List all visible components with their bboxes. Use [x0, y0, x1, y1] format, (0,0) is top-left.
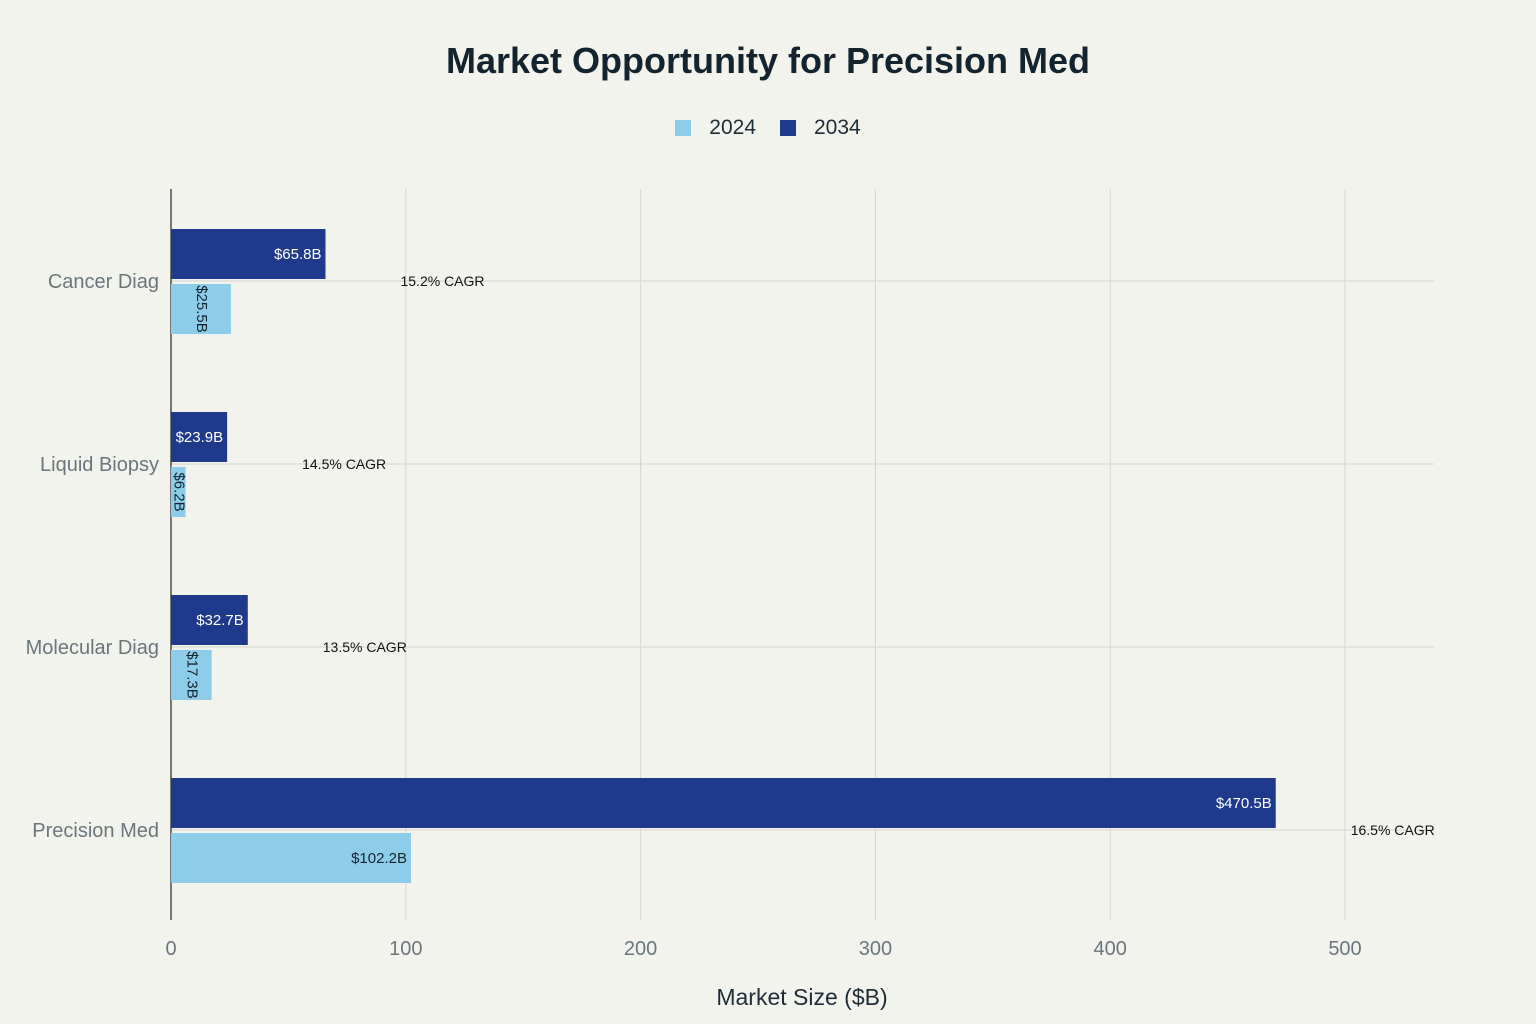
category-label: Cancer Diag	[48, 271, 159, 293]
bar-2034[interactable]	[171, 778, 1276, 828]
bar-2024[interactable]	[171, 467, 186, 517]
bar-label-2024: $17.3B	[183, 651, 200, 699]
bar-label-2034: $23.9B	[176, 429, 224, 446]
bar-label-2024: $25.5B	[193, 285, 210, 333]
bar-2034[interactable]	[171, 412, 228, 462]
bar-label-2034: $32.7B	[196, 612, 244, 629]
cagr-annotation: 14.5% CAGR	[302, 456, 386, 472]
chart-title: Market Opportunity for Precision Med	[445, 40, 1091, 81]
bar-2024[interactable]	[171, 284, 231, 334]
legend-swatch-2034	[780, 120, 796, 136]
x-tick-label: 300	[859, 938, 892, 960]
cagr-annotation: 13.5% CAGR	[323, 639, 407, 655]
category-label: Molecular Diag	[26, 637, 159, 659]
x-tick-label: 400	[1094, 938, 1127, 960]
cagr-annotation: 16.5% CAGR	[1351, 822, 1435, 838]
bar-2034[interactable]	[171, 229, 326, 279]
bar-label-2034: $470.5B	[1216, 795, 1272, 812]
x-axis-label: Market Size ($B)	[716, 984, 888, 1010]
legend-label-2024: 2024	[709, 116, 756, 139]
bar-label-2034: $65.8B	[274, 246, 322, 263]
x-tick-label: 500	[1328, 938, 1361, 960]
legend-item-2034[interactable]: 2034	[780, 116, 861, 140]
legend: 2024 2034	[0, 116, 1536, 140]
bar-label-2024: $6.2B	[170, 472, 187, 511]
x-tick-label: 100	[389, 938, 422, 960]
legend-item-2024[interactable]: 2024	[675, 116, 756, 140]
bar-2034[interactable]	[171, 595, 248, 645]
bar-2024[interactable]	[171, 833, 411, 883]
cagr-annotation: 15.2% CAGR	[400, 273, 484, 289]
bar-label-2024: $102.2B	[351, 850, 407, 867]
x-tick-label: 200	[624, 938, 657, 960]
category-label: Precision Med	[32, 820, 159, 842]
category-label: Liquid Biopsy	[40, 454, 159, 476]
x-tick-label: 0	[165, 938, 176, 960]
bar-2024[interactable]	[171, 650, 212, 700]
legend-swatch-2024	[675, 120, 692, 136]
legend-label-2034: 2034	[814, 116, 861, 139]
